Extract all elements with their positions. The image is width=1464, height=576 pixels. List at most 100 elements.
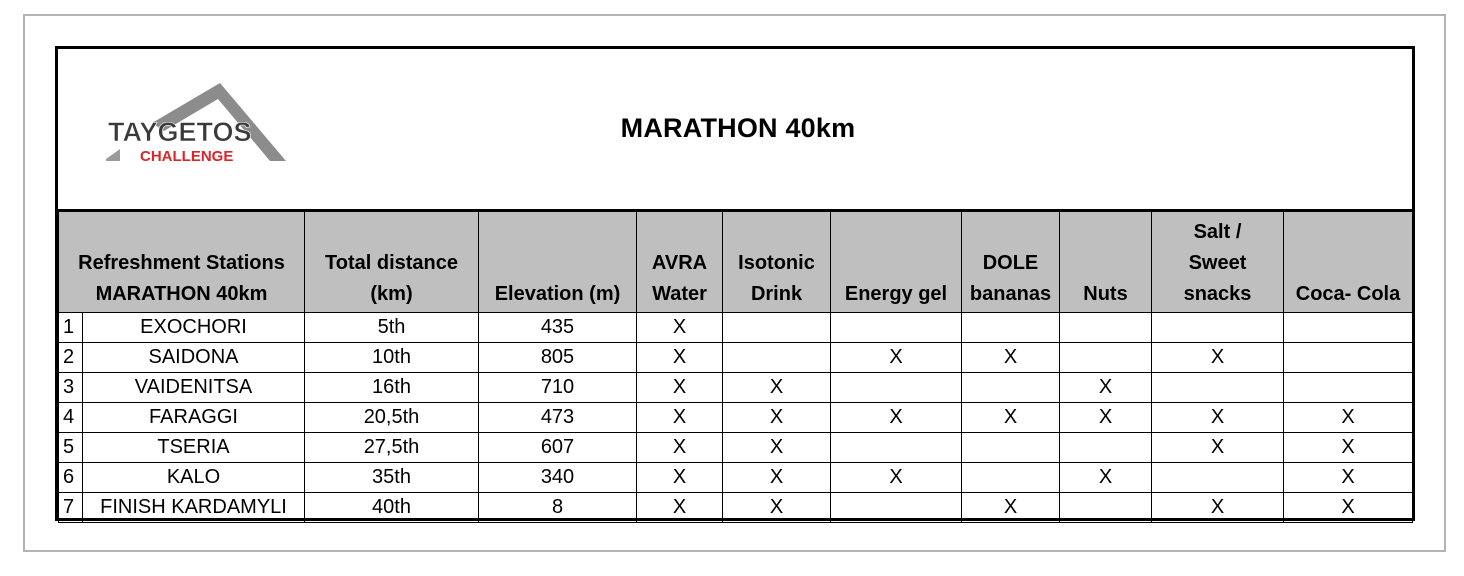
isotonic-drink-cell: X (722, 462, 831, 493)
refreshment-sheet: TAYGETOS CHALLENGE MARATHON 40km Refresh… (55, 46, 1415, 523)
isotonic-drink-cell: X (722, 432, 831, 463)
coca-cola-cell (1283, 342, 1413, 373)
header-isotonic-drink: Isotonic Drink (722, 211, 831, 313)
header-salt-sweet-snacks: Salt / Sweet snacks (1151, 211, 1284, 313)
dole-bananas-cell: X (961, 342, 1060, 373)
total-distance-cell: 27,5th (304, 432, 479, 463)
row-number: 2 (58, 342, 83, 373)
station-name: KALO (82, 462, 305, 493)
header-line: Nuts (1083, 283, 1128, 305)
station-name: SAIDONA (82, 342, 305, 373)
row-number: 3 (58, 372, 83, 403)
table-row: 7 FINISH KARDAMYLI 40th 8 X X X X X (58, 492, 1413, 523)
isotonic-drink-cell: X (722, 492, 831, 523)
logo-graphic: TAYGETOS CHALLENGE (106, 83, 286, 165)
header-line: snacks (1183, 283, 1252, 305)
avra-water-cell: X (636, 372, 723, 403)
coca-cola-cell: X (1283, 402, 1413, 433)
isotonic-drink-cell (722, 342, 831, 373)
dole-bananas-cell (961, 462, 1060, 493)
total-distance-cell: 20,5th (304, 402, 479, 433)
coca-cola-cell (1283, 372, 1413, 403)
row-number: 7 (58, 492, 83, 523)
header-line: Sweet (1188, 252, 1247, 274)
coca-cola-cell (1283, 312, 1413, 343)
salt-sweet-snacks-cell: X (1151, 402, 1284, 433)
station-name: TSERIA (82, 432, 305, 463)
nuts-cell: X (1059, 372, 1152, 403)
taygetos-challenge-logo: TAYGETOS CHALLENGE (102, 83, 292, 169)
table-row: 1 EXOCHORI 5th 435 X (58, 312, 1413, 343)
total-distance-cell: 5th (304, 312, 479, 343)
elevation-cell: 340 (478, 462, 637, 493)
header-line: Water (652, 283, 707, 305)
header-line: Isotonic (738, 252, 815, 274)
header-coca-cola: Coca- Cola (1283, 211, 1413, 313)
header-line: Coca- Cola (1295, 283, 1401, 305)
header-line: Drink (750, 283, 803, 305)
header-line: (km) (370, 283, 413, 305)
header-line: Energy gel (844, 283, 948, 305)
avra-water-cell: X (636, 342, 723, 373)
document-frame (23, 14, 1446, 552)
salt-sweet-snacks-cell: X (1151, 492, 1284, 523)
energy-gel-cell: X (830, 342, 962, 373)
header-refreshment-stations: Refreshment Stations MARATHON 40km (58, 211, 305, 313)
station-name: FARAGGI (82, 402, 305, 433)
dole-bananas-cell (961, 432, 1060, 463)
energy-gel-cell: X (830, 402, 962, 433)
elevation-cell: 473 (478, 402, 637, 433)
row-number: 4 (58, 402, 83, 433)
header-line: Elevation (m) (494, 283, 621, 305)
avra-water-cell: X (636, 432, 723, 463)
energy-gel-cell (830, 432, 962, 463)
table-row: 6 KALO 35th 340 X X X X X (58, 462, 1413, 493)
salt-sweet-snacks-cell: X (1151, 342, 1284, 373)
logo-line1: TAYGETOS (108, 117, 252, 147)
salt-sweet-snacks-cell (1151, 312, 1284, 343)
table-row: 5 TSERIA 27,5th 607 X X X X (58, 432, 1413, 463)
elevation-cell: 435 (478, 312, 637, 343)
page-title: MARATHON 40km (620, 113, 856, 143)
isotonic-drink-cell: X (722, 372, 831, 403)
header-line: Total distance (325, 252, 458, 274)
header-dole-bananas: DOLE bananas (961, 211, 1060, 313)
station-name: EXOCHORI (82, 312, 305, 343)
dole-bananas-cell: X (961, 492, 1060, 523)
total-distance-cell: 35th (304, 462, 479, 493)
header-energy-gel: Energy gel (830, 211, 962, 313)
elevation-cell: 710 (478, 372, 637, 403)
refreshment-table: Refreshment Stations MARATHON 40km Total d… (58, 211, 1413, 523)
sheet-header: TAYGETOS CHALLENGE MARATHON 40km (58, 49, 1412, 211)
elevation-cell: 8 (478, 492, 637, 523)
salt-sweet-snacks-cell: X (1151, 432, 1284, 463)
nuts-cell (1059, 312, 1152, 343)
header-line: DOLE (982, 252, 1039, 274)
elevation-cell: 607 (478, 432, 637, 463)
avra-water-cell: X (636, 492, 723, 523)
header-total-distance: Total distance (km) (304, 211, 479, 313)
total-distance-cell: 40th (304, 492, 479, 523)
total-distance-cell: 10th (304, 342, 479, 373)
row-number: 6 (58, 462, 83, 493)
header-line: Refreshment Stations (78, 252, 285, 274)
nuts-cell: X (1059, 402, 1152, 433)
logo-line2: CHALLENGE (140, 148, 233, 165)
row-number: 1 (58, 312, 83, 343)
table-row: 4 FARAGGI 20,5th 473 X X X X X X X (58, 402, 1413, 433)
avra-water-cell: X (636, 402, 723, 433)
table-row: 3 VAIDENITSA 16th 710 X X X (58, 372, 1413, 403)
nuts-cell (1059, 342, 1152, 373)
energy-gel-cell (830, 312, 962, 343)
nuts-cell (1059, 432, 1152, 463)
coca-cola-cell: X (1283, 492, 1413, 523)
isotonic-drink-cell (722, 312, 831, 343)
energy-gel-cell (830, 492, 962, 523)
row-number: 5 (58, 432, 83, 463)
dole-bananas-cell (961, 372, 1060, 403)
energy-gel-cell: X (830, 462, 962, 493)
avra-water-cell: X (636, 312, 723, 343)
header-avra-water: AVRA Water (636, 211, 723, 313)
nuts-cell (1059, 492, 1152, 523)
isotonic-drink-cell: X (722, 402, 831, 433)
